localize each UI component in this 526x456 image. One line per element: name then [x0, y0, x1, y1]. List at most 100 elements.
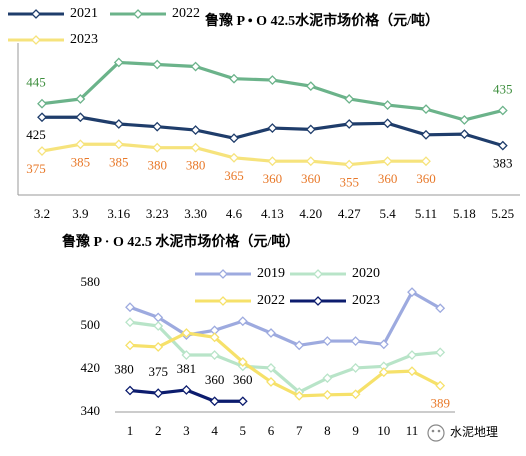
watermark-icon [427, 424, 445, 442]
x-tick-label: 5.4 [379, 206, 396, 221]
data-point [435, 380, 446, 391]
data-label: 380 [147, 158, 167, 173]
data-point [266, 363, 276, 373]
data-label: 355 [339, 175, 359, 190]
x-tick-label: 3.9 [72, 206, 88, 221]
data-point [407, 287, 417, 298]
data-point [181, 385, 192, 395]
data-point [267, 75, 278, 85]
data-point [125, 385, 135, 396]
x-tick-label: 1 [127, 423, 134, 438]
x-tick-label: 4.6 [226, 206, 243, 221]
x-tick-label: 3.2 [34, 206, 50, 221]
legend-marker [218, 296, 228, 306]
x-tick-label: 3.16 [107, 206, 130, 221]
data-label: 380 [186, 158, 206, 173]
data-point [350, 336, 361, 346]
series-line [41, 60, 504, 122]
legend-marker [313, 296, 323, 306]
data-label: 360 [205, 372, 225, 387]
data-point [229, 152, 239, 163]
data-point [267, 123, 278, 133]
x-tick-label: 3.23 [146, 206, 169, 221]
data-label: 375 [26, 161, 46, 176]
x-tick-label: 8 [324, 423, 331, 438]
data-point [190, 125, 201, 136]
data-point [322, 373, 333, 384]
data-point [344, 119, 355, 129]
watermark: 水泥地理 [450, 425, 498, 439]
data-point [294, 340, 305, 351]
x-tick-label: 4 [211, 423, 218, 438]
legend-marker [313, 269, 323, 279]
data-label: 365 [224, 168, 244, 183]
data-point [229, 73, 239, 84]
data-label: 375 [148, 364, 168, 379]
legend-label: 2022 [257, 293, 285, 308]
data-point [407, 350, 417, 360]
data-label: 360 [378, 171, 398, 186]
x-tick-label: 5.25 [491, 206, 514, 221]
data-point [181, 328, 192, 338]
data-point [125, 317, 135, 328]
data-point [421, 129, 431, 140]
data-point [459, 129, 470, 140]
legend-label: 2023 [70, 32, 98, 47]
data-point [125, 302, 135, 313]
data-point [459, 115, 470, 125]
legend-label: 2022 [172, 6, 200, 21]
data-point [497, 105, 508, 116]
chart-title: 鲁豫 P • O 42.5水泥市场价格（元/吨） [204, 12, 439, 29]
legend-label: 2021 [70, 6, 98, 21]
data-point [113, 139, 124, 150]
data-point [322, 336, 333, 346]
data-point [75, 112, 86, 123]
data-point [421, 156, 431, 167]
data-point [113, 119, 124, 129]
series-line [129, 320, 441, 394]
data-label: 360 [233, 372, 253, 387]
x-tick-label: 4.27 [338, 206, 361, 221]
data-point [37, 112, 47, 123]
data-point [153, 321, 164, 331]
data-point [190, 61, 201, 72]
data-point [237, 357, 248, 367]
data-label: 385 [109, 154, 129, 169]
data-point [229, 133, 239, 144]
data-label: 381 [177, 361, 197, 376]
x-tick-label: 4.13 [261, 206, 284, 221]
x-tick-label: 5.18 [453, 206, 476, 221]
data-label: 360 [263, 171, 283, 186]
data-point [344, 159, 355, 170]
data-point [350, 363, 361, 373]
legend-marker [31, 35, 41, 45]
data-point [294, 390, 305, 401]
data-point [237, 396, 248, 407]
data-point [266, 328, 276, 338]
data-point [435, 303, 446, 314]
x-tick-label: 11 [406, 423, 419, 438]
data-point [190, 142, 201, 153]
data-point [266, 376, 276, 387]
data-point [75, 139, 86, 150]
data-point [421, 104, 431, 115]
data-point [435, 347, 446, 358]
data-label: 385 [71, 154, 91, 169]
data-point [378, 339, 389, 350]
data-point [305, 156, 316, 167]
x-tick-label: 5 [240, 423, 247, 438]
x-tick-label: 4.20 [299, 206, 322, 221]
legend-marker [31, 9, 41, 19]
data-label: 360 [301, 171, 321, 186]
x-tick-label: 3 [183, 423, 190, 438]
x-tick-label: 2 [155, 423, 162, 438]
series-line [129, 290, 441, 347]
data-point [267, 156, 278, 167]
data-point [37, 98, 47, 109]
data-point [181, 350, 192, 360]
data-label: 425 [26, 127, 46, 142]
data-point [237, 316, 248, 327]
data-point [344, 94, 355, 104]
data-point [37, 146, 47, 156]
